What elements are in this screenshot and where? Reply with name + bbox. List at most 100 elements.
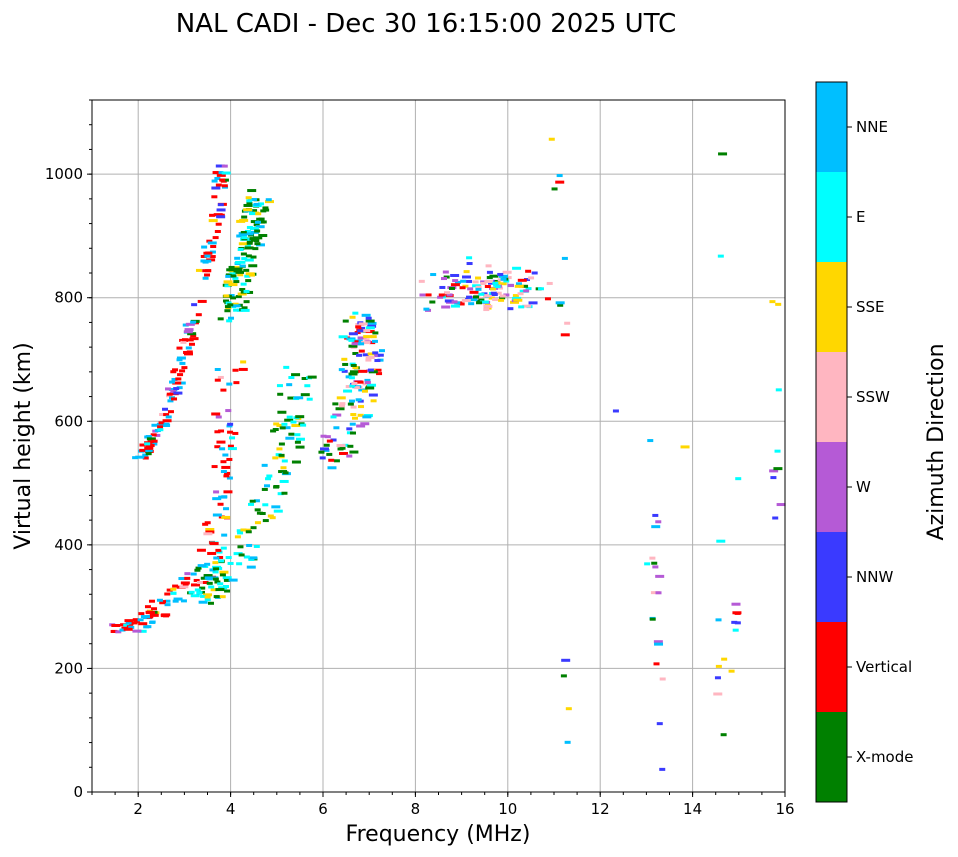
echo-point <box>365 386 375 390</box>
colorbar-frame <box>815 81 848 803</box>
echo-point <box>132 629 142 633</box>
colorbar: X-mode Vertical NNW W SSW SSE E NNE <box>815 81 913 803</box>
echo-point <box>650 591 660 595</box>
echo-point <box>125 621 132 625</box>
echo-point <box>227 444 234 448</box>
echo-point <box>497 272 504 276</box>
echo-point <box>228 265 235 269</box>
echo-point <box>284 418 294 422</box>
echo-point <box>318 450 325 454</box>
echo-point <box>217 375 224 379</box>
echo-point <box>346 427 353 431</box>
echo-point <box>200 254 207 258</box>
echo-point <box>171 397 178 401</box>
echo-point <box>145 435 152 439</box>
echo-point <box>249 226 259 230</box>
echo-point <box>324 435 331 439</box>
echo-point <box>232 368 239 372</box>
echo-point <box>522 304 532 308</box>
colorbar-tick-label: SSE <box>856 298 885 316</box>
colorbar-tick-label: NNE <box>856 118 888 136</box>
echo-point <box>195 566 202 570</box>
echo-point <box>185 322 195 326</box>
echo-point <box>244 244 251 248</box>
echo-point <box>418 279 425 283</box>
echo-point <box>199 581 209 585</box>
echo-point <box>236 234 246 238</box>
echo-point <box>486 270 493 274</box>
echo-point <box>466 295 473 299</box>
echo-point <box>241 257 248 261</box>
echo-point <box>244 274 251 278</box>
echo-point <box>151 423 158 427</box>
echo-point <box>184 328 194 332</box>
echo-point <box>223 474 230 478</box>
echo-point <box>461 299 471 303</box>
echo-point <box>240 528 247 532</box>
echo-point <box>163 413 170 417</box>
echo-point <box>659 677 666 681</box>
echo-point <box>294 440 301 444</box>
echo-point <box>245 528 252 532</box>
echo-point <box>204 598 211 602</box>
echo-points <box>109 137 786 771</box>
echo-point <box>246 201 253 205</box>
echo-point <box>229 436 236 440</box>
echo-point <box>361 389 368 393</box>
echo-point <box>196 581 203 585</box>
echo-point <box>213 595 220 599</box>
echo-point <box>233 552 243 556</box>
echo-point <box>438 293 445 297</box>
echo-point <box>190 594 200 598</box>
echo-point <box>263 484 270 488</box>
echo-point <box>307 375 317 379</box>
echo-point <box>485 264 492 268</box>
echo-point <box>233 269 243 273</box>
echo-point <box>262 503 269 507</box>
echo-point <box>213 556 220 560</box>
echo-point <box>512 266 522 270</box>
echo-point <box>365 358 372 362</box>
echo-point <box>196 548 206 552</box>
echo-point <box>221 184 228 188</box>
echo-point <box>358 342 365 346</box>
echo-point <box>295 445 305 449</box>
y-tick-label: 0 <box>73 783 83 801</box>
echo-point <box>221 495 228 499</box>
echo-point <box>655 520 662 524</box>
echo-point <box>248 264 258 268</box>
echo-point <box>193 578 200 582</box>
echo-point <box>190 583 200 587</box>
echo-point <box>354 380 364 384</box>
echo-point <box>167 410 174 414</box>
echo-point <box>342 362 349 366</box>
echo-point <box>537 287 544 291</box>
echo-point <box>359 326 366 330</box>
echo-point <box>199 586 206 590</box>
echo-point <box>343 389 353 393</box>
echo-point <box>360 422 370 426</box>
echo-point <box>353 386 360 390</box>
echo-point <box>144 446 154 450</box>
echo-point <box>472 295 479 299</box>
echo-point <box>518 305 525 309</box>
echo-point <box>551 187 558 191</box>
echo-point <box>194 568 201 572</box>
echo-point <box>211 412 221 416</box>
echo-point <box>500 282 507 286</box>
echo-point <box>255 225 265 229</box>
echo-point <box>240 230 247 234</box>
echo-point <box>237 247 244 251</box>
echo-point <box>513 298 523 302</box>
echo-point <box>197 299 207 303</box>
echo-point <box>212 577 219 581</box>
echo-point <box>214 229 221 233</box>
echo-point <box>215 548 222 552</box>
echo-point <box>227 430 234 434</box>
echo-point <box>223 578 230 582</box>
echo-point <box>236 562 243 566</box>
echo-point <box>145 444 155 448</box>
echo-point <box>269 516 276 520</box>
echo-point <box>250 220 257 224</box>
echo-point <box>239 260 246 264</box>
